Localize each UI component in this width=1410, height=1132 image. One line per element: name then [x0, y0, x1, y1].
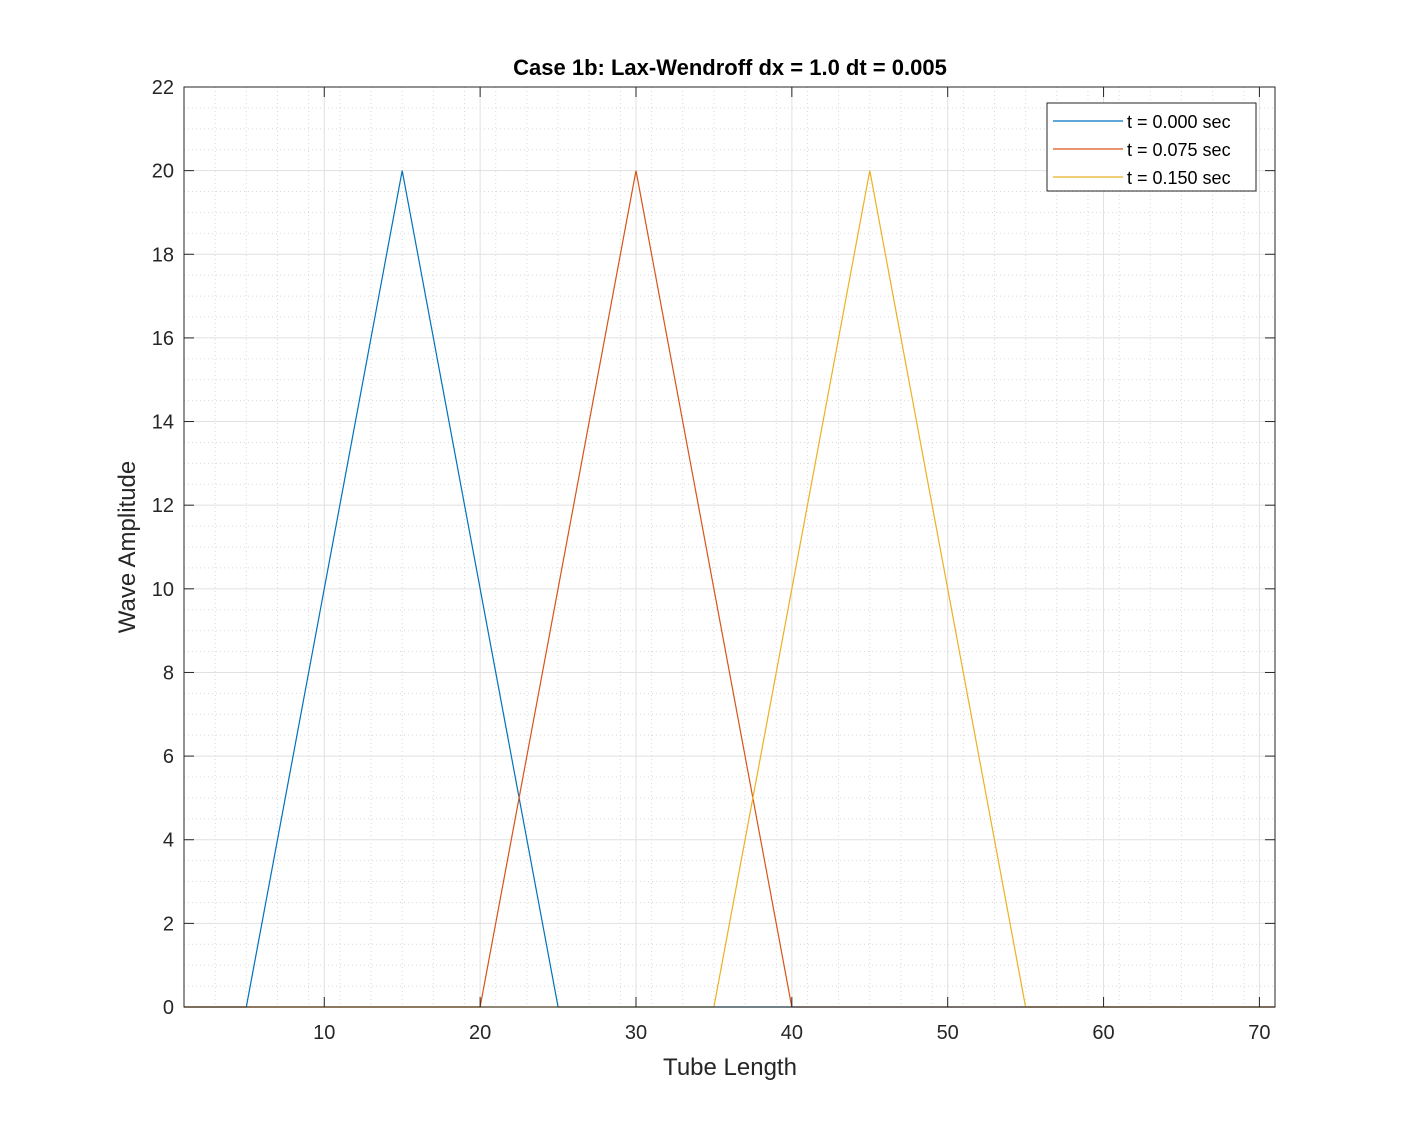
y-tick-label: 14	[152, 412, 174, 434]
y-tick-label: 8	[163, 662, 174, 684]
y-tick-label: 16	[152, 328, 174, 350]
y-tick-label: 0	[163, 997, 174, 1019]
x-tick-label: 70	[1248, 1022, 1270, 1044]
legend-box	[1046, 102, 1257, 192]
minor-grid	[183, 87, 1276, 1007]
axes-background	[184, 87, 1275, 1007]
legend-label-1: t = 0.000 sec	[1127, 112, 1231, 132]
y-tick-labels: 0 2 4 6 8 10 12 14 16 18 20 22	[152, 77, 174, 1019]
y-tick-label: 20	[152, 161, 174, 183]
y-tick-label: 22	[152, 77, 174, 99]
axes-box	[183, 86, 1276, 1008]
y-tick-label: 10	[152, 579, 174, 601]
x-axis-label: Tube Length	[663, 1054, 797, 1081]
y-tick-label: 6	[163, 746, 174, 768]
x-tick-label: 40	[781, 1022, 803, 1044]
legend-label-2: t = 0.075 sec	[1127, 140, 1231, 160]
legend[interactable]: t = 0.000 sec t = 0.075 sec t = 0.150 sec	[1046, 102, 1257, 192]
y-tick-label: 18	[152, 244, 174, 266]
x-tick-label: 10	[313, 1022, 335, 1044]
y-tick-label: 4	[163, 830, 174, 852]
y-axis-label: Wave Amplitude	[114, 461, 141, 634]
x-tick-labels: 10 20 30 40 50 60 70	[313, 1022, 1270, 1044]
x-tick-label: 60	[1092, 1022, 1114, 1044]
tick-marks	[184, 86, 1275, 1008]
x-tick-label: 30	[625, 1022, 647, 1044]
x-tick-label: 50	[937, 1022, 959, 1044]
chart-title: Case 1b: Lax-Wendroff dx = 1.0 dt = 0.00…	[513, 55, 947, 80]
legend-label-3: t = 0.150 sec	[1127, 168, 1231, 188]
plot-area	[183, 86, 1276, 1008]
x-tick-label: 20	[469, 1022, 491, 1044]
y-tick-label: 12	[152, 495, 174, 517]
y-tick-label: 2	[163, 913, 174, 935]
